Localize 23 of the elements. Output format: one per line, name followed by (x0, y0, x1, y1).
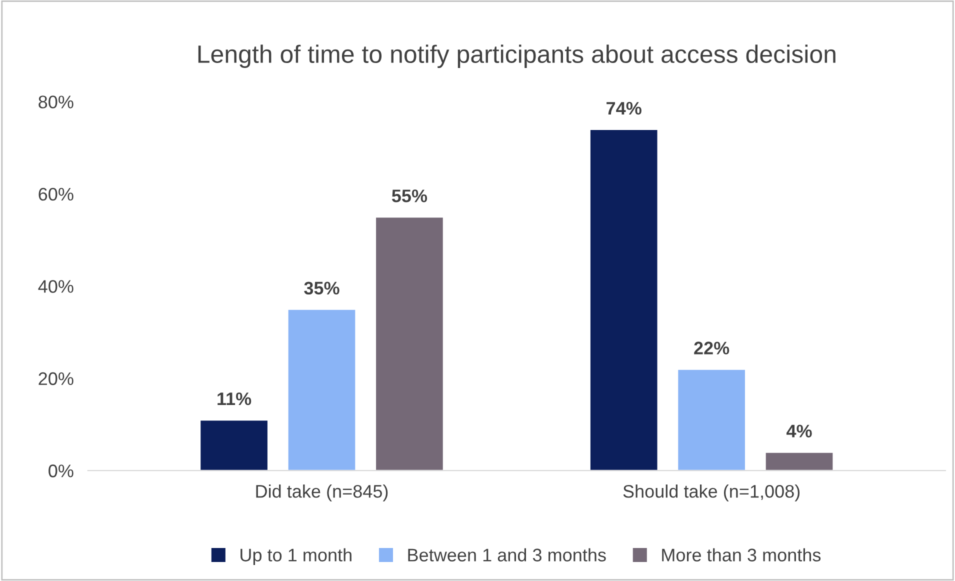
bar (199, 419, 269, 471)
data-label: 55% (392, 190, 428, 202)
y-tick-label: 60% (38, 188, 74, 201)
data-label: 11% (218, 392, 252, 406)
y-tick-label: 20% (38, 372, 74, 386)
data-label: 35% (304, 282, 340, 295)
bar (764, 451, 834, 471)
bar (374, 216, 444, 471)
data-label: 74% (606, 102, 642, 115)
bar (589, 128, 659, 471)
x-tick-label: Should take (n=1,008) (623, 484, 800, 502)
bar (676, 368, 746, 471)
bar (286, 308, 357, 471)
legend-label: Up to 1 month (240, 548, 352, 566)
y-tick-label: 40% (38, 280, 74, 293)
chart-title: Length of time to notify participants about access decision (198, 44, 836, 68)
legend-label: Between 1 and 3 months (408, 548, 606, 562)
y-tick-label: 0% (48, 464, 74, 478)
y-tick-label: 80% (38, 96, 74, 108)
data-label: 22% (694, 342, 730, 354)
x-tick-label: Did take (n=845) (256, 484, 388, 502)
legend-label: More than 3 months (662, 548, 821, 562)
data-label: 4% (786, 424, 812, 438)
